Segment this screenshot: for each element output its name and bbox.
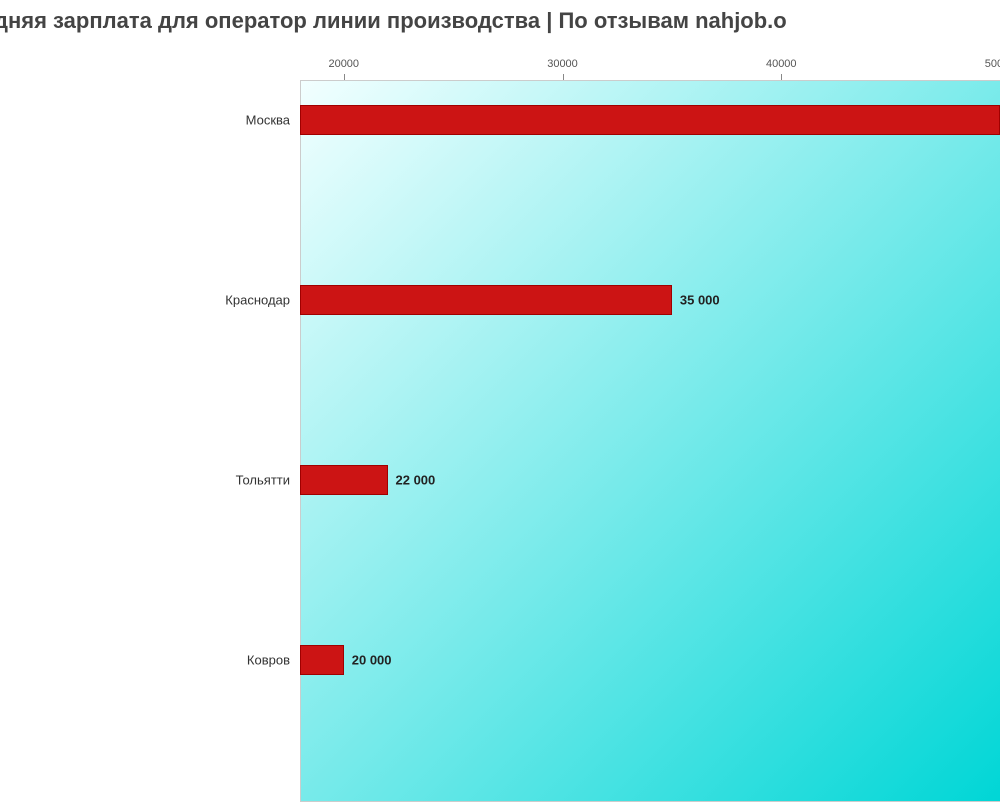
x-tick-label: 40000 [766,58,797,70]
plot-area [300,80,1000,802]
category-label: Москва [246,112,290,127]
category-label: Тольятти [236,472,290,487]
x-tick-label: 30000 [547,58,578,70]
bar [300,285,672,315]
bar-value-label: 22 000 [396,472,436,487]
bar [300,645,344,675]
x-tick-label: 50000 [985,58,1000,70]
bar-value-label: 35 000 [680,292,720,307]
bar-value-label: 20 000 [352,652,392,667]
chart-title: дняя зарплата для оператор линии произво… [0,8,787,34]
x-tick-mark [563,74,564,80]
category-label: Краснодар [225,292,290,307]
bar [300,105,1000,135]
bar [300,465,388,495]
x-tick-mark [344,74,345,80]
x-tick-mark [781,74,782,80]
x-tick-label: 20000 [328,58,359,70]
category-label: Ковров [247,652,290,667]
